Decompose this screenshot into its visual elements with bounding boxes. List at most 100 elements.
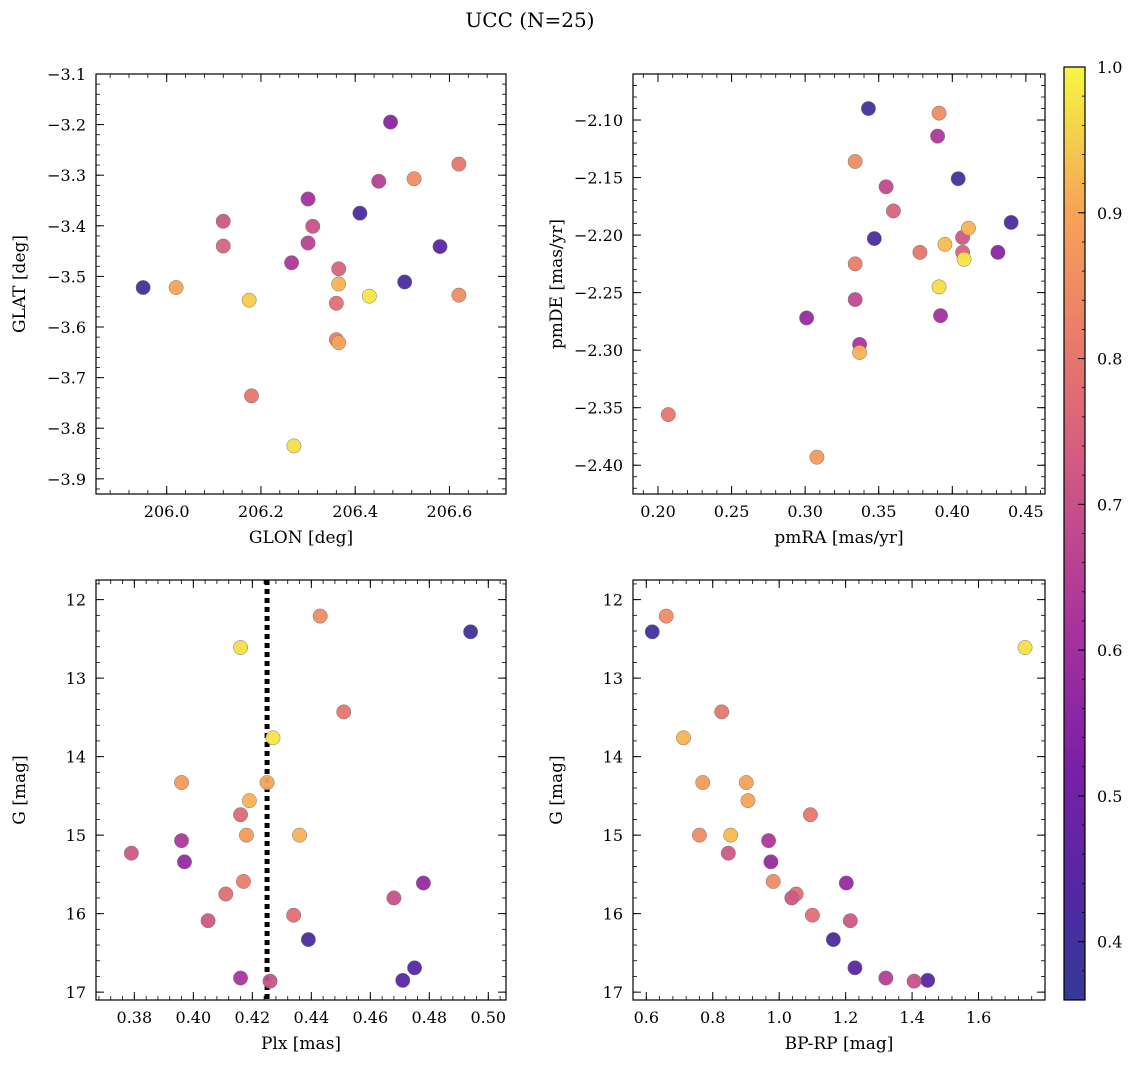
x-tick-label: 206.0 xyxy=(144,502,190,521)
scatter-point xyxy=(695,775,711,790)
axes-frame xyxy=(632,579,1046,1001)
scatter-point xyxy=(825,932,841,948)
scatter-point xyxy=(168,280,184,295)
scatter-point xyxy=(658,608,674,624)
scatter-points xyxy=(123,608,479,989)
major-ticks xyxy=(96,73,506,494)
x-tick-label: 1.6 xyxy=(966,1008,991,1027)
scatter-point xyxy=(286,907,302,923)
x-tick-label: 0.40 xyxy=(176,1008,212,1027)
y-tick-label: −3.8 xyxy=(47,419,86,438)
y-tick-label: 17 xyxy=(66,983,86,1002)
scatter-point xyxy=(300,932,316,948)
scatter-point xyxy=(407,960,423,976)
y-tick-label: 14 xyxy=(603,748,623,767)
scatter-point xyxy=(931,105,947,121)
scatter-point xyxy=(244,388,259,404)
scatter-point xyxy=(386,890,402,906)
scatter-point xyxy=(241,292,257,308)
scatter-point xyxy=(395,972,411,988)
scatter-point xyxy=(961,220,976,236)
panel-pmra-pmde: 0.20 0.25 0.30 0.35 0.40 0.45 −2.40 −2.35 −2.30 −… xyxy=(547,73,1046,548)
scatter-point xyxy=(878,970,894,986)
y-tick-label: −2.15 xyxy=(574,169,623,188)
scatter-point xyxy=(847,960,863,976)
colorbar-tick-label: 0.9 xyxy=(1097,204,1122,223)
scatter-point xyxy=(912,244,928,260)
axes-frame xyxy=(95,579,507,1001)
scatter-point xyxy=(123,845,139,861)
panel-bprp-g: 0.6 0.8 1.0 1.2 1.4 1.6 12 13 14 15 16 17 BP-RP [mag… xyxy=(547,579,1046,1054)
scatter-point xyxy=(383,114,398,130)
scatter-point xyxy=(860,101,876,116)
panels: 206.0 206.2 206.4 206.6 −3.9 −3.8 −3.7 −3.6 −3.5… xyxy=(10,65,1046,1054)
colorbar-tick-label: 0.8 xyxy=(1097,350,1122,369)
y-tick-label: −3.9 xyxy=(47,470,86,489)
x-axis-label: Plx [mas] xyxy=(261,1034,341,1054)
scatter-point xyxy=(931,279,947,295)
scatter-point xyxy=(950,171,966,187)
scatter-points xyxy=(135,114,467,454)
y-tick-label: 13 xyxy=(603,669,623,688)
x-tick-label: 1.0 xyxy=(766,1008,791,1027)
scatter-point xyxy=(286,438,302,454)
scatter-point xyxy=(765,874,781,889)
scatter-point xyxy=(714,704,730,720)
scatter-point xyxy=(676,730,691,746)
x-tick-label: 0.50 xyxy=(470,1008,506,1027)
scatter-points xyxy=(660,101,1019,465)
scatter-point xyxy=(878,179,894,195)
scatter-point xyxy=(200,913,216,929)
scatter-points xyxy=(644,608,1033,989)
scatter-point xyxy=(215,213,231,229)
x-tick-label: 206.2 xyxy=(238,502,284,521)
y-tick-label: −2.30 xyxy=(574,341,623,360)
x-tick-label: 206.4 xyxy=(332,502,378,521)
scatter-point xyxy=(720,845,736,861)
y-tick-label: −3.5 xyxy=(47,267,86,286)
scatter-point xyxy=(740,793,756,809)
scatter-point xyxy=(177,854,192,870)
scatter-point xyxy=(331,335,347,351)
minor-ticks xyxy=(633,73,1045,494)
axes-frame xyxy=(95,73,507,495)
y-tick-label: 12 xyxy=(603,591,623,610)
scatter-point xyxy=(233,970,248,986)
x-tick-label: 0.48 xyxy=(411,1008,447,1027)
scatter-point xyxy=(802,807,818,823)
y-axis-label: pmDE [mas/yr] xyxy=(547,219,567,349)
scatter-point xyxy=(135,280,151,295)
x-axis-label: GLON [deg] xyxy=(249,528,353,548)
y-tick-label: −2.10 xyxy=(574,111,623,130)
scatter-point xyxy=(809,449,825,465)
minor-ticks xyxy=(96,580,506,1000)
colorbar-tick-label: 0.6 xyxy=(1097,641,1122,660)
y-tick-label: −3.2 xyxy=(47,116,86,135)
scatter-point xyxy=(174,833,189,849)
scatter-point xyxy=(847,256,863,272)
y-tick-label: 14 xyxy=(66,748,86,767)
x-tick-label: 1.4 xyxy=(899,1008,924,1027)
scatter-point xyxy=(804,907,820,923)
scatter-point xyxy=(885,203,901,219)
scatter-point xyxy=(233,640,248,655)
scatter-point xyxy=(990,244,1006,260)
y-tick-label: 15 xyxy=(603,826,623,845)
axes-frame xyxy=(632,73,1046,495)
figure-title: UCC (N=25) xyxy=(465,8,594,32)
scatter-point xyxy=(233,807,248,823)
scatter-point xyxy=(799,310,815,326)
x-axis-label: BP-RP [mag] xyxy=(785,1034,894,1054)
scatter-point xyxy=(842,913,858,929)
major-ticks xyxy=(633,74,1045,494)
colorbar-frame xyxy=(1063,66,1086,1001)
y-tick-label: −3.6 xyxy=(47,318,86,337)
scatter-point xyxy=(331,276,347,292)
scatter-point xyxy=(933,308,948,324)
y-axis-label: G [mag] xyxy=(10,755,30,824)
scatter-point xyxy=(218,886,234,902)
scatter-point xyxy=(174,775,189,790)
y-tick-label: 12 xyxy=(66,591,86,610)
scatter-point xyxy=(1003,214,1019,230)
scatter-point xyxy=(1017,640,1033,655)
